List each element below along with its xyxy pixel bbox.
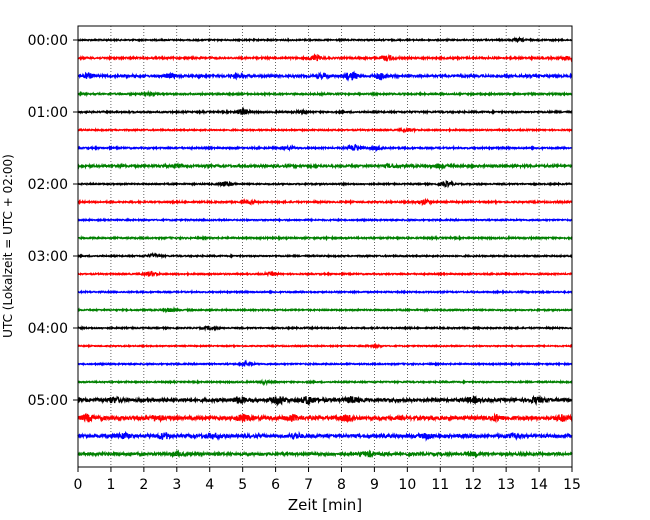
- trace-0200: [77, 179, 573, 189]
- x-tick-label-8: 8: [337, 477, 346, 493]
- trace-0130: [77, 143, 573, 153]
- plot-area: [78, 26, 572, 467]
- x-tick-label-1: 1: [106, 477, 115, 493]
- trace-0515: [77, 412, 573, 424]
- x-tick-label-13: 13: [497, 477, 515, 493]
- x-tick-label-2: 2: [139, 477, 148, 493]
- seismic-traces: [77, 36, 573, 459]
- y-tick-label-4: 04:00: [28, 321, 68, 337]
- x-tick-label-0: 0: [74, 477, 83, 493]
- x-axis-ticks: 0 1 2 3 4 5 6 7 8 9 10 11 12 13 14 15: [74, 467, 581, 493]
- trace-0545: [77, 449, 573, 459]
- x-tick-label-4: 4: [205, 477, 214, 493]
- x-tick-label-3: 3: [172, 477, 181, 493]
- trace-0045: [77, 89, 573, 98]
- trace-0145: [77, 162, 573, 171]
- trace-0215: [77, 197, 573, 207]
- y-axis-label: UTC (Lokalzeit = UTC + 02:00): [1, 154, 15, 338]
- x-tick-label-5: 5: [238, 477, 247, 493]
- trace-0445: [77, 378, 573, 387]
- x-tick-label-9: 9: [370, 477, 379, 493]
- trace-0430: [77, 359, 573, 368]
- x-tick-label-12: 12: [464, 477, 482, 493]
- x-tick-label-11: 11: [431, 477, 449, 493]
- trace-0500: [77, 394, 573, 407]
- trace-0315: [77, 270, 573, 278]
- trace-0100: [77, 106, 573, 116]
- trace-0345: [77, 306, 573, 314]
- trace-0230: [77, 217, 573, 223]
- x-axis-label: Zeit [min]: [288, 496, 362, 514]
- trace-0000: [77, 36, 573, 44]
- trace-0115: [77, 126, 573, 134]
- trace-0015: [77, 53, 573, 63]
- plot-frame: [77, 25, 573, 468]
- y-tick-label-5: 05:00: [28, 393, 68, 409]
- trace-0415: [77, 342, 573, 351]
- trace-0530: [77, 430, 573, 442]
- trace-0330: [77, 289, 573, 296]
- x-tick-label-14: 14: [530, 477, 548, 493]
- x-tick-label-10: 10: [398, 477, 416, 493]
- x-tick-label-7: 7: [304, 477, 313, 493]
- y-tick-label-2: 02:00: [28, 177, 68, 193]
- y-tick-label-3: 03:00: [28, 249, 68, 265]
- y-tick-label-1: 01:00: [28, 105, 68, 121]
- y-axis-ticks: 00:00 01:00 02:00 03:00 04:00 05:00: [28, 33, 78, 409]
- trace-0245: [77, 234, 573, 242]
- y-tick-label-0: 00:00: [28, 33, 68, 49]
- x-tick-label-15: 15: [563, 477, 581, 493]
- trace-0400: [77, 325, 573, 332]
- x-tick-label-6: 6: [271, 477, 280, 493]
- trace-0030: [77, 70, 573, 82]
- trace-0300: [77, 251, 573, 260]
